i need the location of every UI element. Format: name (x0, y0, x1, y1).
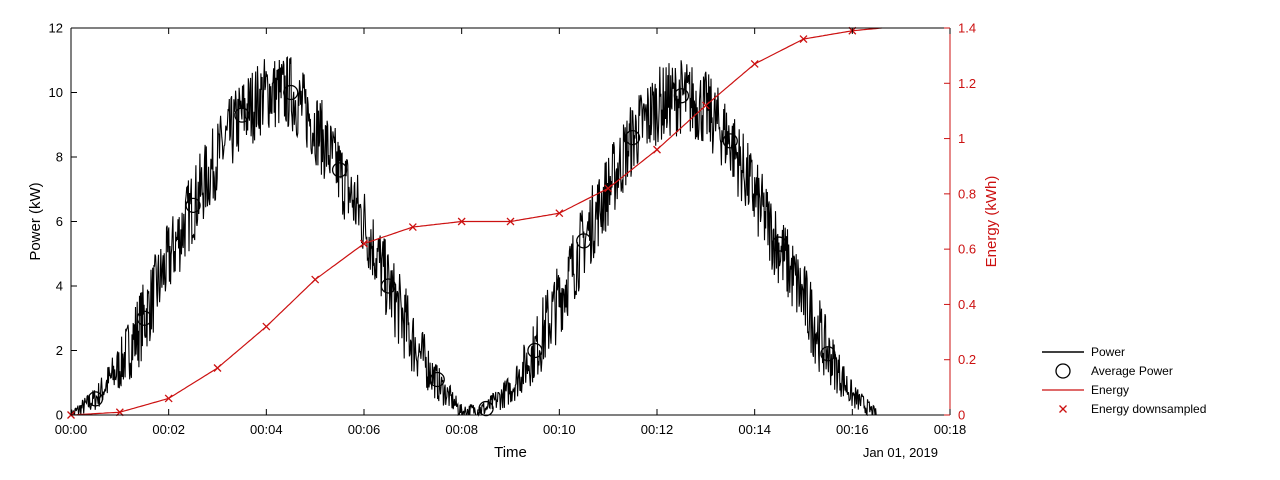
legend-item-energy-downsampled: Energy downsampled (1059, 402, 1206, 416)
x-tick-label: 00:06 (348, 422, 381, 437)
energy-downsampled-marker (360, 239, 368, 248)
y-left-tick-label: 8 (56, 150, 63, 165)
legend-swatch (1055, 363, 1071, 379)
average-power-marker (87, 391, 104, 407)
y-right-tick-label: 0.4 (958, 297, 976, 312)
average-power-marker (722, 133, 738, 149)
legend: Power Average Power Energy Energy downsampl… (1042, 345, 1206, 416)
y-right-tick-label: 0 (958, 408, 965, 423)
legend-label: Energy downsampled (1091, 402, 1206, 416)
average-power-marker (624, 129, 641, 146)
y-left-tick-label: 6 (56, 214, 63, 229)
legend-item-average-power: Average Power (1055, 363, 1173, 379)
x-tick-label: 00:02 (152, 422, 185, 437)
average-power-marker (234, 107, 250, 123)
energy-downsampled-marker (799, 35, 808, 44)
average-power-marker (576, 233, 592, 249)
energy-line (70, 27, 882, 416)
energy-downsampled-marker (213, 364, 222, 372)
x-tick-label: 00:14 (738, 422, 771, 437)
energy-downsampled-marker (408, 223, 417, 231)
x-axis-label: Time (494, 444, 527, 461)
y-left-tick-label: 4 (56, 279, 63, 294)
energy-downsampled-marker (604, 184, 613, 193)
average-power-marker (185, 197, 201, 214)
x-tick-label: 00:08 (445, 422, 478, 437)
x-tick-label: 00:00 (55, 422, 88, 437)
y-right-tick-label: 0.2 (958, 352, 976, 367)
y-right-tick-label: 1.4 (958, 21, 976, 36)
average-power-marker (771, 236, 787, 252)
date-label: Jan 01, 2019 (863, 445, 938, 460)
average-power-marker (380, 278, 397, 294)
average-power-marker (527, 342, 543, 359)
y-left-tick-label: 2 (56, 343, 63, 358)
x-tick-label: 00:12 (641, 422, 674, 437)
energy-downsampled-marker (311, 275, 320, 284)
legend-label: Energy (1091, 383, 1129, 397)
energy-downsampled-marker (555, 209, 564, 218)
energy-downsampled-marker (262, 322, 271, 331)
y-left-tick-label: 12 (49, 21, 63, 36)
average-power-marker (673, 88, 690, 104)
x-tick-label: 00:16 (836, 422, 869, 437)
energy-downsampled-marker (750, 59, 759, 68)
legend-label: Power (1091, 345, 1125, 359)
legend-label: Average Power (1091, 364, 1173, 378)
axes-layer: 00:00 00:02 00:04 00:06 00:08 00:10 00:12 00:14… (27, 21, 1000, 462)
power-line (70, 56, 877, 417)
x-tick-label: 00:10 (543, 422, 576, 437)
average-power-marker (136, 310, 152, 326)
energy-downsampled-marker (653, 145, 661, 154)
x-tick-label: 00:04 (250, 422, 283, 437)
y-left-axis-label: Power (kW) (27, 182, 44, 260)
y-right-axis-label: Energy (kWh) (983, 176, 1000, 268)
energy-downsampled-marker (506, 217, 515, 226)
y-right-tick-label: 0.6 (958, 242, 976, 257)
x-tick-label: 00:18 (934, 422, 967, 437)
average-power-marker (820, 346, 836, 362)
average-power-marker (283, 84, 299, 101)
legend-item-power: Power (1042, 345, 1125, 359)
y-right-tick-label: 0.8 (958, 186, 976, 201)
y-right-tick-label: 1.2 (958, 76, 976, 91)
energy-downsampled-marker (701, 101, 710, 110)
average-power-marker (429, 371, 445, 388)
series-layer (67, 26, 882, 419)
energy-downsampled-marker (164, 394, 173, 403)
average-power-marker (331, 162, 348, 178)
legend-swatch (1059, 405, 1067, 413)
energy-downsampled-marker (457, 217, 466, 226)
y-left-tick-label: 10 (49, 85, 63, 100)
y-left-tick-label: 0 (56, 408, 63, 423)
y-right-tick-label: 1 (958, 131, 965, 146)
average-power-marker (478, 400, 494, 417)
legend-item-energy: Energy (1042, 383, 1129, 397)
